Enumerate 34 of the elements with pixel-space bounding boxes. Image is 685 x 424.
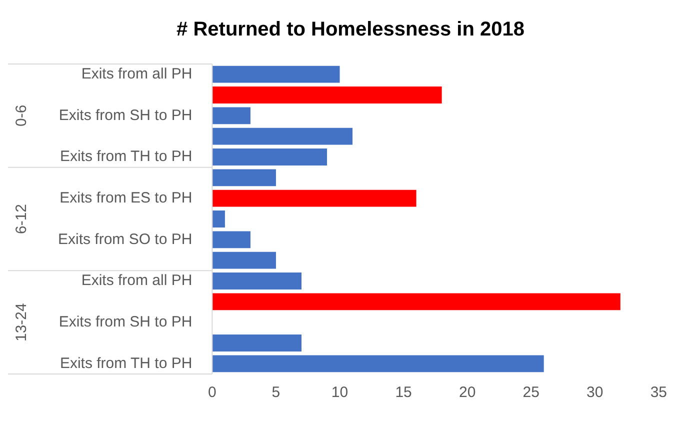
x-tick-label: 5 bbox=[272, 384, 280, 402]
x-tick-label: 35 bbox=[650, 384, 667, 402]
bar bbox=[212, 334, 302, 352]
bar bbox=[212, 86, 442, 104]
x-tick-label: 0 bbox=[208, 384, 216, 402]
x-tick-label: 20 bbox=[458, 384, 476, 402]
bar bbox=[212, 148, 327, 166]
y-tick-label: Exits from TH to PH bbox=[60, 148, 192, 166]
x-tick-label: 10 bbox=[331, 384, 348, 402]
bar bbox=[212, 210, 225, 228]
bar bbox=[212, 231, 250, 248]
y-tick-label: Exits from all PH bbox=[81, 65, 192, 82]
bar bbox=[212, 272, 302, 290]
y-tick-label: Exits from TH to PH bbox=[60, 354, 192, 372]
bar bbox=[212, 66, 340, 83]
x-tick-label: 30 bbox=[586, 384, 604, 402]
y-tick-label: Exits from SH to PH bbox=[58, 313, 192, 330]
y-tick-label: Exits from SO to PH bbox=[58, 230, 192, 248]
y-tick-label: Exits from all PH bbox=[81, 272, 192, 290]
text: 13-24 bbox=[13, 303, 30, 342]
chart-title: # Returned to Homelessness in 2018 bbox=[176, 18, 524, 41]
bar bbox=[212, 107, 250, 124]
bar bbox=[212, 355, 544, 372]
bar bbox=[212, 128, 353, 145]
x-tick-label: 15 bbox=[395, 384, 412, 402]
bar bbox=[212, 169, 276, 186]
y-tick-label: Exits from SH to PH bbox=[58, 106, 192, 124]
y-tick-label: Exits from ES to PH bbox=[60, 189, 192, 206]
bar bbox=[212, 190, 416, 207]
bar bbox=[212, 252, 276, 269]
text: 6-12 bbox=[13, 204, 30, 234]
bar bbox=[212, 293, 620, 310]
x-tick-label: 25 bbox=[522, 384, 540, 402]
text: 0-6 bbox=[13, 104, 30, 127]
